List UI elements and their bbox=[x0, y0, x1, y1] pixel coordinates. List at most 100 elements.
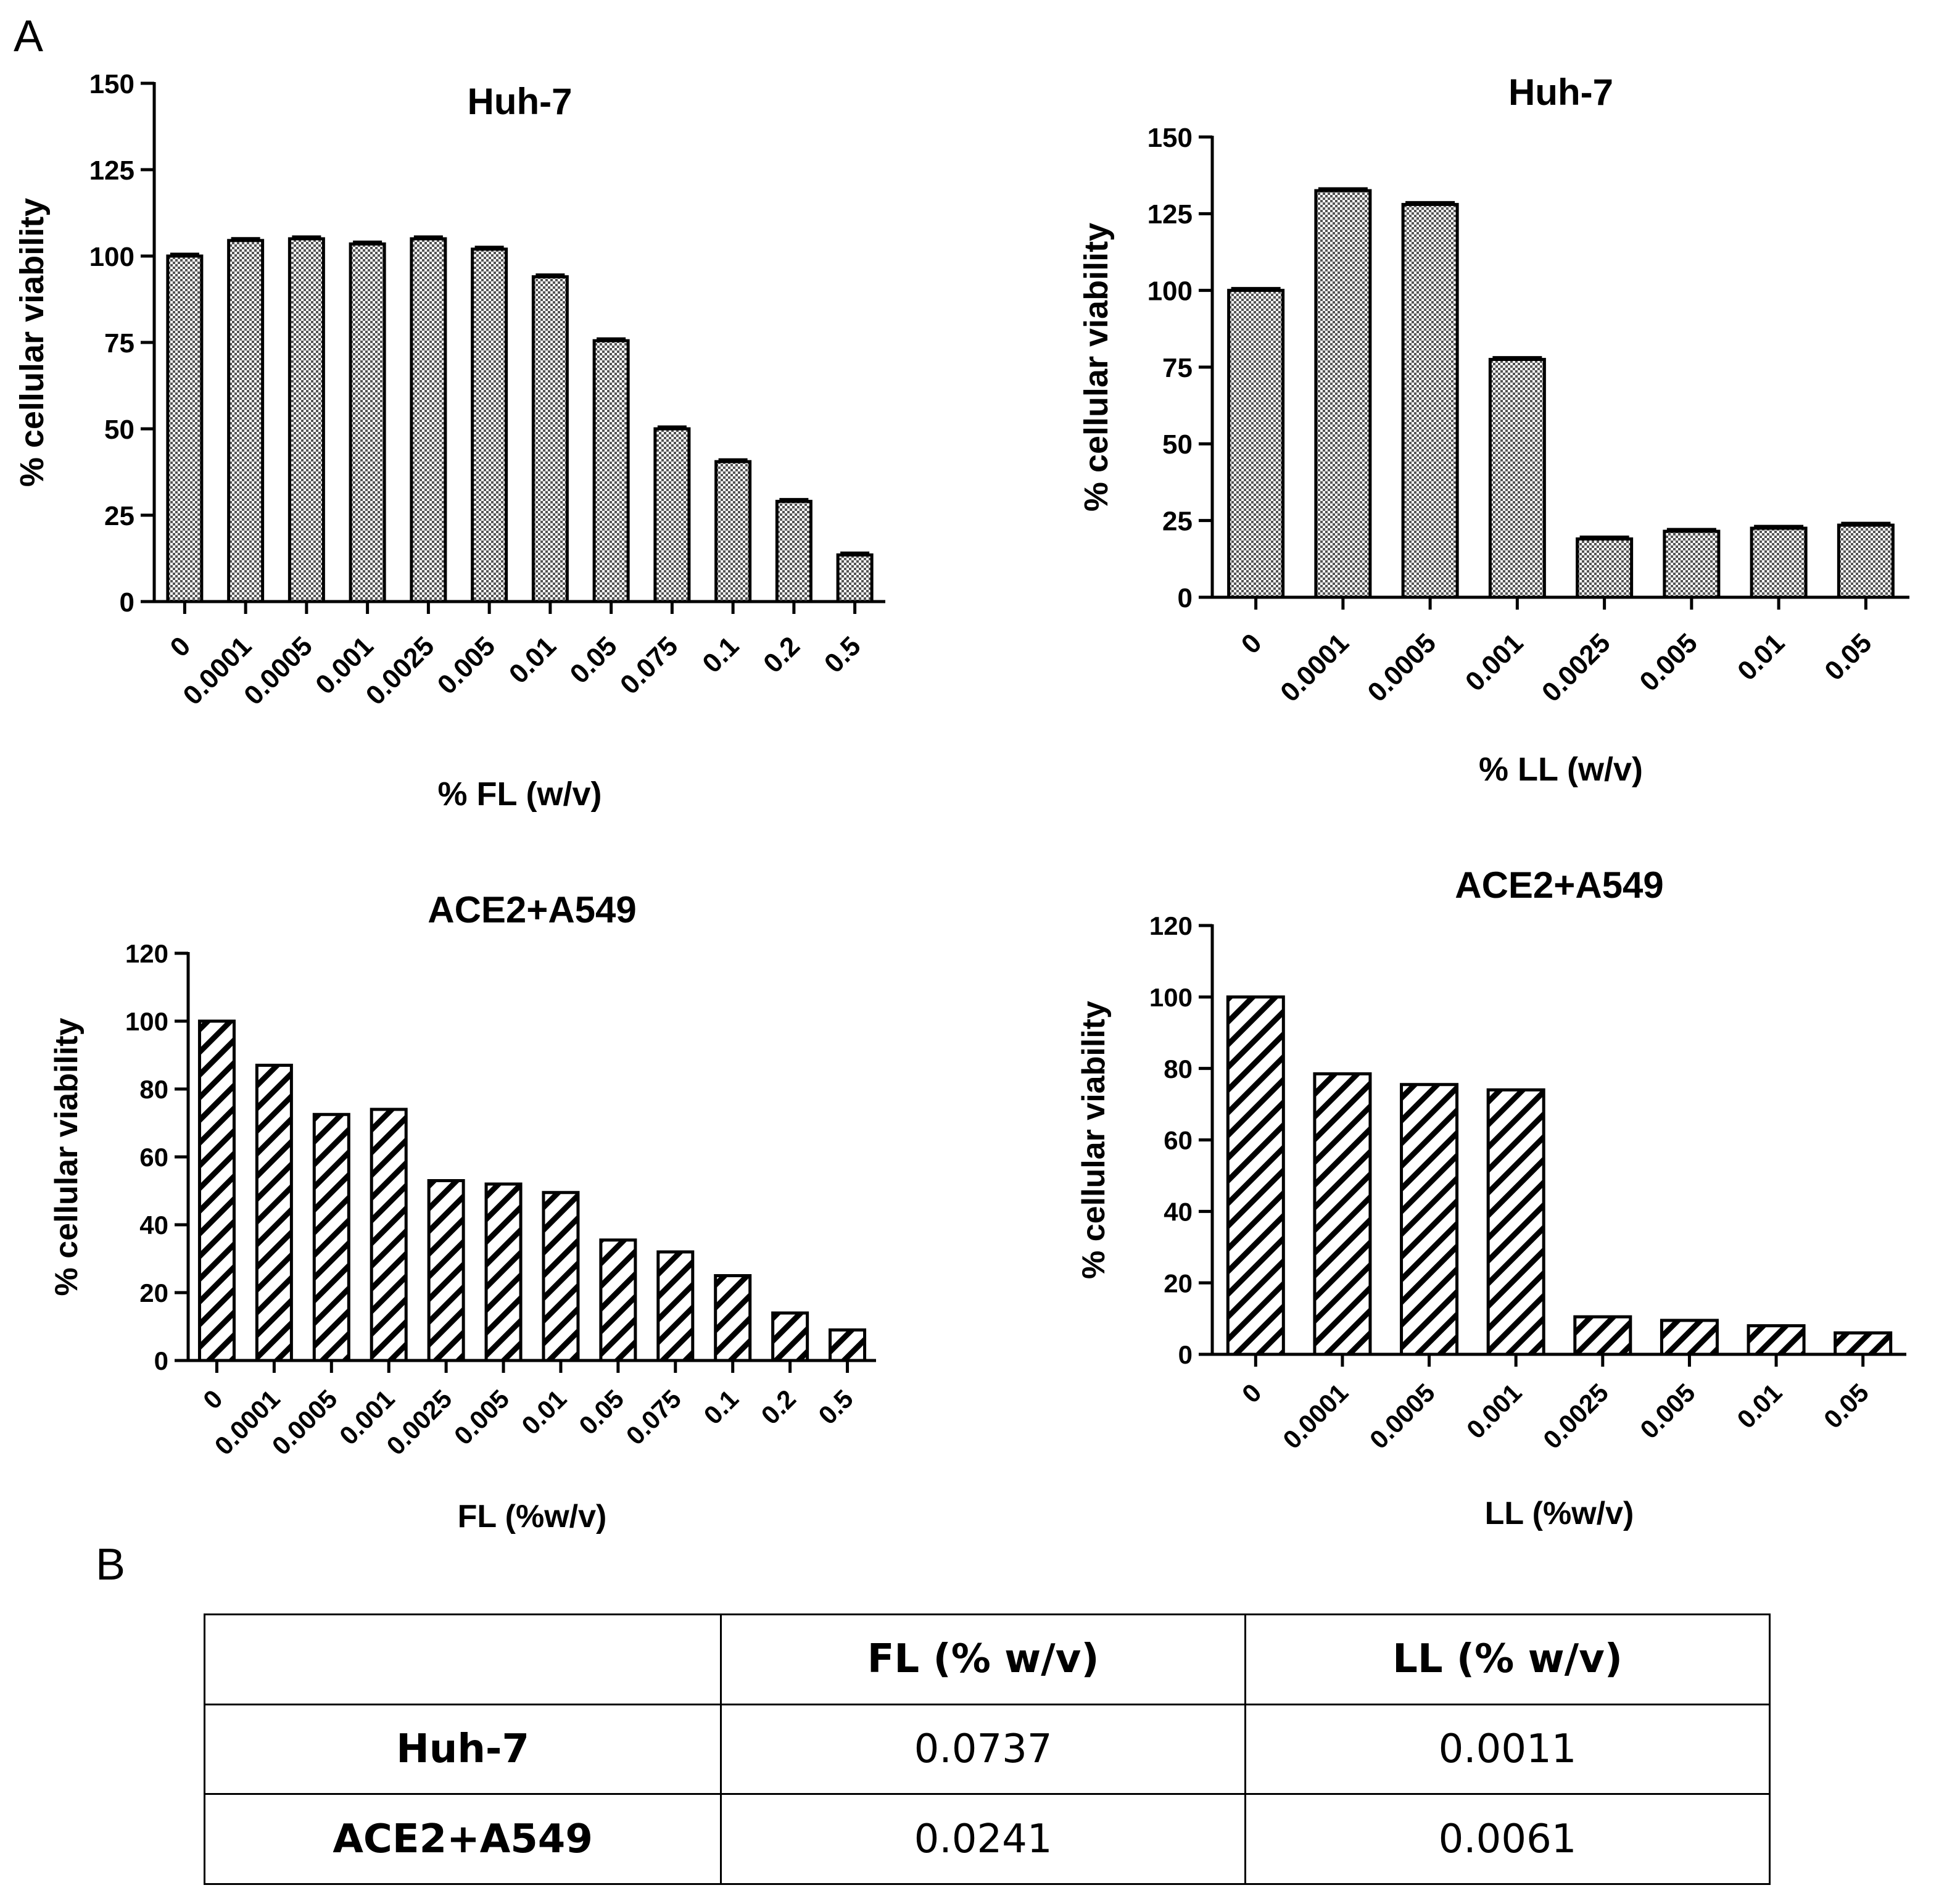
bar bbox=[370, 1108, 408, 1362]
bar bbox=[1747, 1324, 1806, 1356]
x-tick-label: 0.05 bbox=[564, 631, 622, 689]
table-cell-ll: 0.0061 bbox=[1244, 1793, 1771, 1885]
y-tick-label: 25 bbox=[104, 501, 134, 531]
bar bbox=[1573, 1315, 1632, 1356]
y-tick-label: 80 bbox=[139, 1075, 168, 1104]
chart-title: ACE2+A549 bbox=[428, 889, 637, 930]
table-row: ACE2+A549 0.0241 0.0061 bbox=[203, 1793, 1771, 1885]
bar bbox=[1313, 1072, 1372, 1356]
chart-ace2-ll: ACE2+A549 0 20 40 60 80 100 120 0 0.0001 0.0005 0.0… bbox=[1076, 864, 1906, 1531]
bar bbox=[227, 239, 265, 603]
x-tick-label: 0.2 bbox=[758, 631, 806, 679]
x-axis-label: FL (%w/v) bbox=[458, 1499, 607, 1534]
x-tick-label: 0.01 bbox=[503, 631, 562, 689]
bar bbox=[255, 1064, 293, 1362]
x-axis-label: LL (%w/v) bbox=[1485, 1496, 1634, 1531]
x-tick-label: 0.0025 bbox=[381, 1384, 457, 1460]
bar bbox=[287, 237, 325, 603]
x-tick-label: 0.0001 bbox=[177, 631, 257, 711]
bar bbox=[531, 275, 569, 603]
y-tick-label: 50 bbox=[1162, 429, 1193, 460]
bar bbox=[471, 247, 508, 603]
table-cell-fl: 0.0241 bbox=[720, 1793, 1247, 1885]
bar bbox=[1401, 202, 1459, 599]
panel-label-a: A bbox=[14, 12, 44, 61]
x-tick-label: 0.05 bbox=[1819, 627, 1877, 686]
x-tick-label: 0.0005 bbox=[267, 1384, 343, 1460]
table-row: Huh-7 0.0737 0.0011 bbox=[203, 1703, 1771, 1795]
y-tick-label: 0 bbox=[120, 587, 134, 618]
bar bbox=[1837, 523, 1895, 599]
x-tick-label: 0.001 bbox=[1460, 627, 1529, 697]
x-tick-label: 0.0025 bbox=[1536, 627, 1616, 708]
y-tick-label: 125 bbox=[89, 155, 134, 186]
x-tick-label: 0.0005 bbox=[238, 631, 318, 711]
bar bbox=[1750, 526, 1808, 599]
y-axis-label: % cellular viability bbox=[49, 1017, 85, 1296]
y-tick-label: 40 bbox=[139, 1211, 168, 1240]
x-tick-label: 0.075 bbox=[621, 1384, 687, 1451]
table-header-row: FL (% w/v) LL (% w/v) bbox=[203, 1613, 1771, 1705]
x-tick-label: 0.1 bbox=[697, 631, 745, 679]
y-tick-label: 120 bbox=[125, 939, 168, 968]
bar bbox=[1576, 537, 1634, 599]
y-tick-label: 20 bbox=[139, 1278, 168, 1307]
x-tick-label: 0.0025 bbox=[1537, 1378, 1614, 1454]
x-tick-label: 0.0001 bbox=[209, 1384, 286, 1460]
x-tick-label: 0.001 bbox=[1461, 1378, 1528, 1444]
bar bbox=[1227, 289, 1285, 599]
bar bbox=[166, 254, 204, 603]
x-tick-label: 0.005 bbox=[1634, 627, 1703, 697]
x-axis-label: % FL (w/v) bbox=[437, 776, 602, 813]
x-tick-label: 0.05 bbox=[1818, 1378, 1874, 1434]
bar bbox=[1486, 1088, 1545, 1356]
bar bbox=[1663, 529, 1721, 599]
chart-title: ACE2+A549 bbox=[1455, 864, 1664, 906]
x-tick-label: 0.005 bbox=[449, 1384, 515, 1451]
x-tick-label: 0.005 bbox=[432, 631, 502, 700]
table-header-empty bbox=[203, 1613, 722, 1705]
x-tick-label: 0.0001 bbox=[1277, 1378, 1354, 1454]
y-tick-label: 0 bbox=[154, 1346, 168, 1375]
table-header-ll: LL (% w/v) bbox=[1244, 1613, 1771, 1705]
bar bbox=[427, 1179, 465, 1362]
panel-label-b: B bbox=[96, 1540, 126, 1589]
chart-title: Huh-7 bbox=[1508, 72, 1613, 113]
x-tick-label: 0.0005 bbox=[1364, 1378, 1441, 1454]
bar bbox=[714, 1274, 752, 1362]
bar bbox=[829, 1328, 867, 1362]
y-tick-label: 75 bbox=[104, 328, 134, 358]
y-tick-label: 75 bbox=[1162, 353, 1193, 383]
bar bbox=[1226, 995, 1285, 1356]
y-tick-label: 100 bbox=[1147, 276, 1193, 307]
bar bbox=[592, 339, 630, 603]
bar bbox=[542, 1191, 580, 1362]
y-axis-label: % cellular viability bbox=[1078, 223, 1115, 511]
bar bbox=[771, 1311, 809, 1362]
x-tick-label: 0.5 bbox=[813, 1384, 859, 1430]
x-axis-label: % LL (w/v) bbox=[1479, 751, 1643, 788]
y-tick-label: 0 bbox=[1178, 1340, 1193, 1369]
bar bbox=[197, 1019, 236, 1362]
bar bbox=[1660, 1319, 1719, 1356]
bar bbox=[349, 242, 386, 603]
x-tick-label: 0.01 bbox=[1731, 1378, 1787, 1434]
bar bbox=[484, 1182, 523, 1362]
x-tick-label: 0 bbox=[197, 1384, 228, 1415]
table-header-fl: FL (% w/v) bbox=[720, 1613, 1247, 1705]
x-tick-label: 0.075 bbox=[614, 631, 684, 700]
y-tick-label: 125 bbox=[1147, 199, 1193, 230]
x-tick-label: 0 bbox=[1236, 1378, 1267, 1409]
y-tick-label: 60 bbox=[1164, 1126, 1193, 1155]
x-tick-label: 0.0005 bbox=[1362, 627, 1442, 708]
y-tick-label: 100 bbox=[89, 242, 134, 272]
y-tick-label: 50 bbox=[104, 415, 134, 445]
x-tick-label: 0.5 bbox=[819, 631, 867, 679]
bar bbox=[775, 500, 813, 603]
bar bbox=[1488, 358, 1546, 599]
x-tick-label: 0.1 bbox=[698, 1384, 745, 1430]
table-row-label: Huh-7 bbox=[203, 1703, 722, 1795]
bar bbox=[410, 237, 447, 603]
bar bbox=[653, 427, 691, 603]
